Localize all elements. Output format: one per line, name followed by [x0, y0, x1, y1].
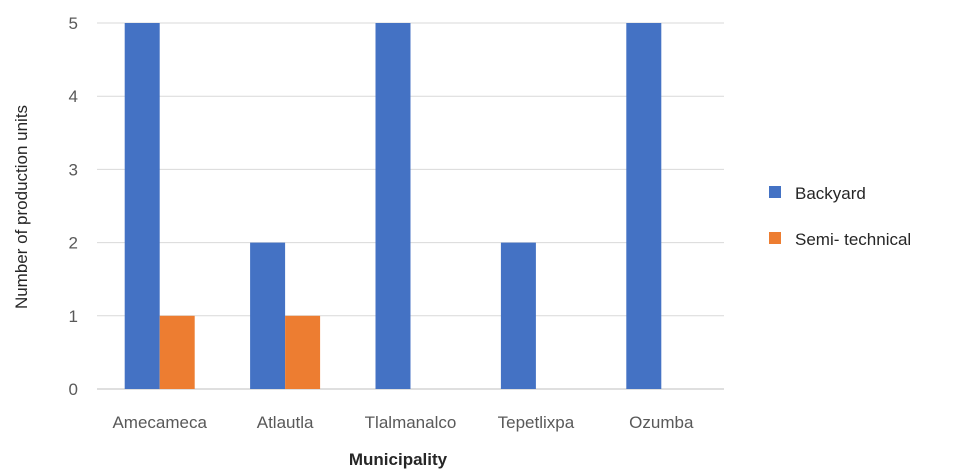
bar-backyard-amecameca	[124, 23, 160, 389]
bar-backyard-atlautla	[250, 242, 286, 389]
x-tick-label: Atlautla	[257, 413, 314, 432]
legend-swatch	[769, 232, 781, 244]
legend-swatch	[769, 186, 781, 198]
bars	[124, 23, 662, 389]
y-axis-title: Number of production units	[12, 105, 31, 309]
x-axis-title: Municipality	[349, 450, 448, 469]
x-tick-label: Amecameca	[112, 413, 207, 432]
x-tick-label: Ozumba	[629, 413, 694, 432]
bar-backyard-tepetlixpa	[500, 242, 536, 389]
legend: Backyard Semi- technical	[769, 184, 911, 249]
y-tick-label: 5	[69, 14, 78, 33]
x-tick-label: Tepetlixpa	[498, 413, 575, 432]
legend-label: Semi- technical	[795, 230, 911, 249]
y-tick-label: 4	[69, 87, 78, 106]
y-tick-label: 1	[69, 307, 78, 326]
bar-semi-technical-amecameca	[159, 315, 195, 389]
x-axis-ticks: Amecameca Atlautla Tlalmanalco Tepetlixpa Oz…	[112, 413, 694, 432]
y-tick-label: 0	[69, 380, 78, 399]
legend-label: Backyard	[795, 184, 866, 203]
x-tick-label: Tlalmanalco	[365, 413, 457, 432]
y-axis-ticks: 0 1 2 3 4 5	[69, 14, 78, 399]
y-tick-label: 3	[69, 160, 78, 179]
bar-backyard-ozumba	[626, 23, 662, 389]
bar-backyard-tlalmanalco	[375, 23, 411, 389]
bar-semi-technical-atlautla	[285, 315, 321, 389]
y-tick-label: 2	[69, 234, 78, 253]
